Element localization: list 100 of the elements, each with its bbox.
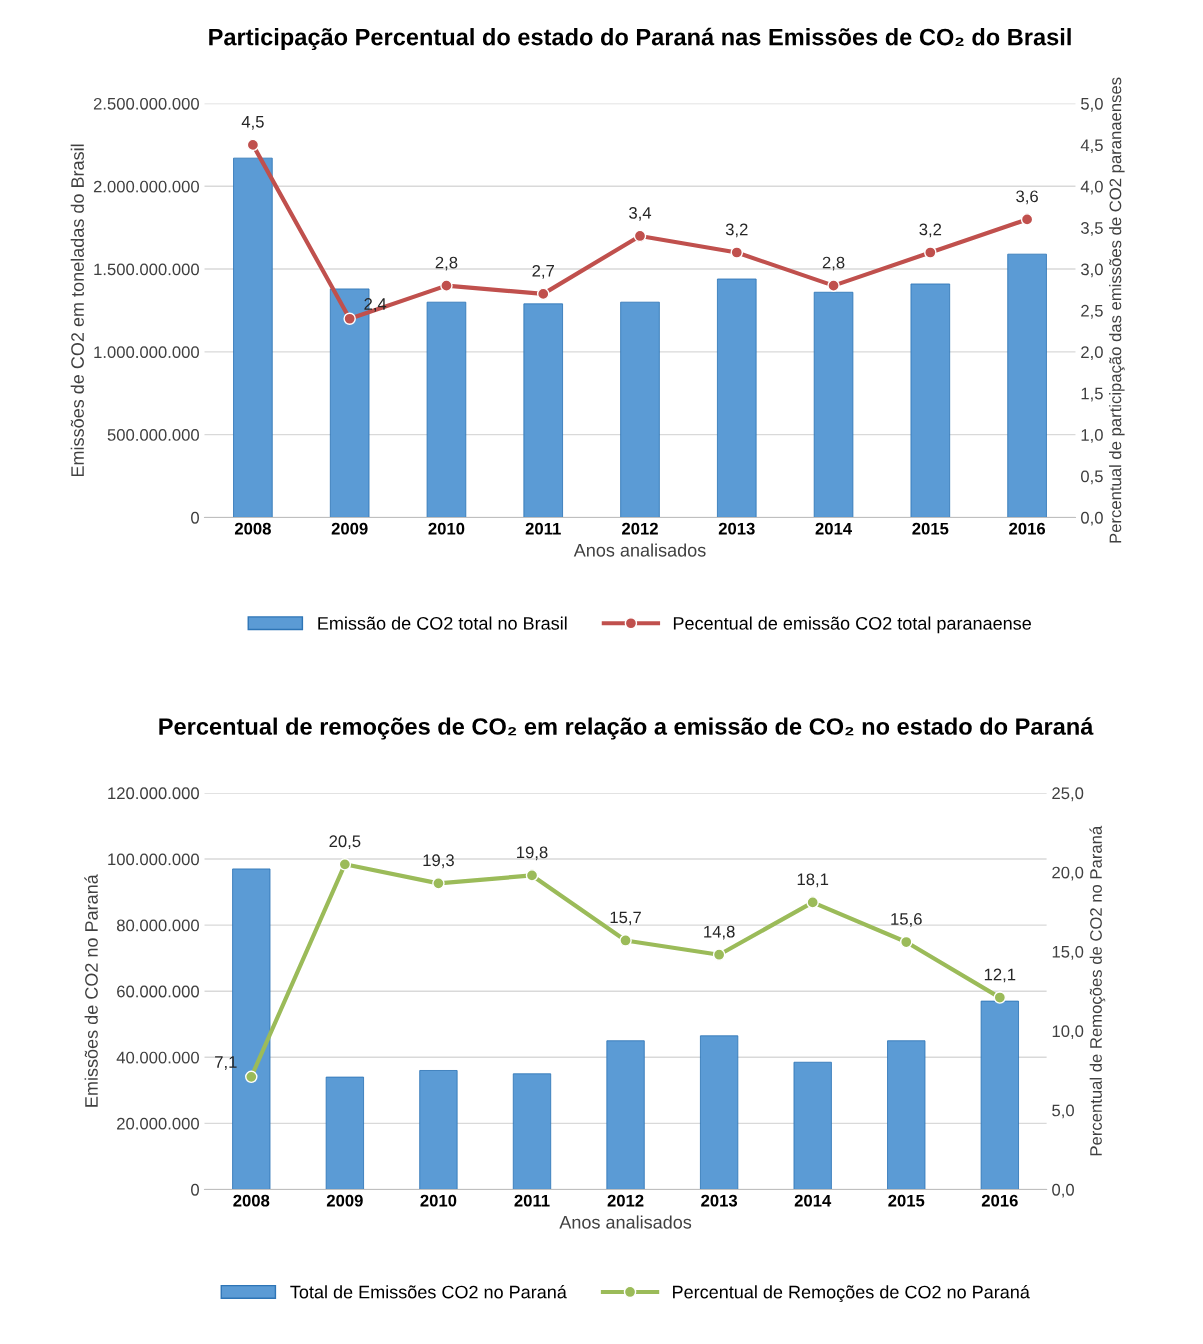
bar <box>813 291 854 518</box>
bar <box>620 301 660 518</box>
bar <box>325 1076 364 1190</box>
point <box>900 935 913 949</box>
y-tick-label: 1.500.000.000 <box>94 263 200 276</box>
y2-axis-title: Percentual de Remoções de CO2 no Paraná <box>1089 825 1106 1156</box>
y-tick-label: 40.000.000 <box>116 1051 200 1064</box>
y2-tick-label: 2,0 <box>1081 346 1103 361</box>
y2-tick-label: 0,5 <box>1080 470 1103 485</box>
point <box>245 1070 258 1084</box>
y2-tick-label: 3,0 <box>1080 263 1103 278</box>
data-label: 12,1 <box>984 968 1016 983</box>
y2-tick-label: 4,5 <box>1080 139 1103 154</box>
data-label: 14,8 <box>704 925 735 940</box>
legend-label: Emissão de CO2 total no Brasil <box>318 616 567 630</box>
data-label: 3,2 <box>725 223 748 238</box>
data-label: 2,8 <box>822 256 845 271</box>
point <box>806 896 819 909</box>
point <box>536 287 550 301</box>
bar <box>793 1061 832 1190</box>
point <box>1020 213 1034 226</box>
point <box>730 246 744 259</box>
x-tick-label: 2015 <box>912 522 949 535</box>
bar <box>910 283 951 518</box>
y2-tick-label: 0,0 <box>1052 1183 1074 1198</box>
bar <box>606 1040 645 1190</box>
data-label: 20,5 <box>329 835 361 850</box>
point <box>525 869 539 882</box>
x-tick-label: 2008 <box>234 522 271 535</box>
chart-title: Percentual de remoções de CO₂ em relação a emissão de CO₂ no estado do Paraná <box>159 717 1094 740</box>
x-tick-label: 2008 <box>233 1194 270 1207</box>
data-label: 15,7 <box>610 911 641 926</box>
bar <box>233 157 273 518</box>
x-tick-label: 2011 <box>525 522 561 535</box>
bar <box>419 1070 458 1190</box>
point <box>440 279 453 292</box>
y2-tick-label: 20,0 <box>1052 866 1084 881</box>
y-tick-label: 2.500.000.000 <box>93 97 200 110</box>
x-tick-label: 2009 <box>331 522 368 535</box>
x-tick-label: 2012 <box>607 1194 644 1207</box>
bar <box>717 278 757 518</box>
x-tick-label: 2014 <box>815 522 852 535</box>
y-tick-label: 60.000.000 <box>117 985 200 998</box>
data-label: 18,1 <box>797 873 829 888</box>
y2-tick-label: 2,5 <box>1081 304 1103 319</box>
legend-label: Total de Emissões CO2 no Paraná <box>290 1284 567 1299</box>
data-label: 4,5 <box>241 116 264 130</box>
y-tick-label: 20.000.000 <box>117 1117 200 1130</box>
x-axis-title: Anos analisados <box>559 1215 692 1229</box>
y2-tick-label: 5,0 <box>1052 1104 1074 1119</box>
x-tick-label: 2014 <box>794 1194 832 1207</box>
bar <box>523 303 563 518</box>
x-tick-label: 2012 <box>622 522 658 535</box>
x-tick-label: 2010 <box>420 1194 457 1207</box>
legend-label: Percentual de Remoções de CO2 no Paraná <box>673 1284 1030 1303</box>
y2-tick-label: 1,0 <box>1081 429 1103 443</box>
data-label: 3,6 <box>1016 190 1038 205</box>
point <box>343 312 356 325</box>
x-tick-label: 2015 <box>888 1194 925 1207</box>
x-tick-label: 2013 <box>701 1194 738 1207</box>
y-tick-label: 2.000.000.000 <box>93 180 200 193</box>
point <box>712 948 726 961</box>
x-tick-label: 2010 <box>428 522 465 535</box>
x-tick-label: 2016 <box>1009 522 1046 535</box>
y2-tick-label: 0,0 <box>1080 511 1103 526</box>
legend-label: Pecentual de emissão CO2 total paranaense <box>673 616 1031 634</box>
y2-tick-label: 4,0 <box>1080 180 1103 195</box>
x-tick-label: 2011 <box>514 1194 550 1207</box>
bar <box>426 301 467 518</box>
y2-tick-label: 10,0 <box>1052 1025 1084 1040</box>
x-tick-label: 2016 <box>981 1194 1018 1207</box>
data-label: 19,3 <box>423 854 454 869</box>
y-tick-label: 100.000.000 <box>108 853 200 866</box>
data-label: 19,8 <box>517 846 548 861</box>
point <box>924 246 937 259</box>
point <box>246 138 260 152</box>
y2-tick-label: 5,0 <box>1081 97 1103 112</box>
y2-tick-label: 15,0 <box>1052 945 1084 960</box>
data-label: 2,7 <box>532 264 554 279</box>
bar <box>512 1073 552 1190</box>
data-label: 15,6 <box>891 913 922 927</box>
chart-title: Participação Percentual do estado do Paraná nas Emissões de CO₂ do Brasil <box>209 27 1071 51</box>
y-tick-label: 120.000.000 <box>108 787 200 800</box>
y2-tick-label: 3,5 <box>1080 222 1103 236</box>
y-axis-title: Emissões de CO2 em toneladas do Brasil <box>70 144 84 477</box>
y-tick-label: 1.000.000.000 <box>94 346 200 359</box>
point <box>338 858 352 871</box>
point <box>827 279 840 292</box>
y-tick-label: 80.000.000 <box>116 919 200 932</box>
point <box>993 991 1007 1004</box>
bar <box>887 1040 926 1190</box>
bar <box>980 1000 1019 1190</box>
x-tick-label: 2009 <box>326 1194 363 1207</box>
x-axis-title: Anos analisados <box>573 543 706 557</box>
x-tick-label: 2013 <box>718 522 755 535</box>
data-label: 2,8 <box>435 256 458 271</box>
y2-tick-label: 25,0 <box>1052 787 1084 802</box>
point <box>432 877 445 890</box>
bar <box>1007 253 1047 518</box>
y2-tick-label: 1,5 <box>1081 387 1103 402</box>
